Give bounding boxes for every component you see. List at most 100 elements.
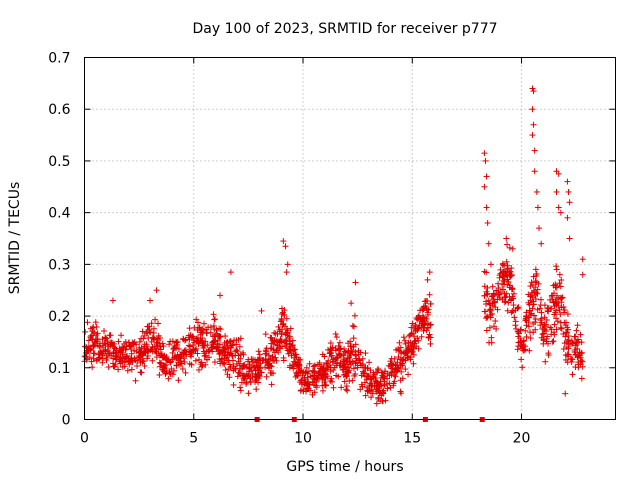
data-point [112, 361, 119, 368]
data-point [336, 351, 343, 358]
data-point [340, 358, 347, 365]
data-point [405, 339, 412, 346]
data-point [90, 323, 97, 330]
data-point [201, 353, 208, 360]
data-point [143, 343, 150, 350]
data-point [137, 359, 144, 366]
data-point [305, 385, 312, 392]
x-tick-label: 15 [403, 431, 421, 447]
data-point [109, 297, 116, 304]
data-point [216, 350, 223, 357]
data-point [290, 365, 297, 372]
data-point [502, 269, 509, 276]
data-point [271, 329, 278, 336]
data-point [540, 330, 547, 337]
data-point [553, 188, 560, 195]
data-point [111, 344, 118, 351]
data-point [141, 362, 148, 369]
data-point [347, 361, 354, 368]
data-point [549, 338, 556, 345]
data-point [354, 362, 361, 369]
data-point [115, 338, 122, 345]
data-point [399, 375, 406, 382]
data-point [519, 364, 526, 371]
data-point [525, 323, 532, 330]
data-point [311, 389, 318, 396]
data-point [532, 326, 539, 333]
data-point [350, 335, 357, 342]
data-point [229, 352, 236, 359]
data-point [504, 276, 511, 283]
data-point [187, 343, 194, 350]
x-tick-labels: 0 5 10 15 20 [80, 431, 530, 447]
data-point [254, 363, 261, 370]
data-point [522, 346, 529, 353]
data-point [398, 390, 405, 397]
data-point [237, 370, 244, 377]
data-point [282, 342, 289, 349]
data-point [374, 365, 381, 372]
y-tick-label: 0.1 [48, 361, 70, 377]
data-point [408, 324, 415, 331]
data-point [504, 241, 511, 248]
data-point [282, 331, 289, 338]
data-point [534, 306, 541, 313]
data-point [196, 356, 203, 363]
data-point [271, 349, 278, 356]
data-point [496, 294, 503, 301]
data-point [279, 321, 286, 328]
data-point [501, 262, 508, 269]
data-point [485, 297, 492, 304]
data-point [533, 188, 540, 195]
data-point [136, 338, 143, 345]
data-point [573, 327, 580, 334]
data-point [211, 359, 218, 366]
data-point [400, 334, 407, 341]
data-point [343, 386, 350, 393]
data-point [515, 343, 522, 350]
data-point [252, 367, 259, 374]
data-point [518, 341, 525, 348]
data-point [529, 106, 536, 113]
data-point [103, 352, 110, 359]
data-point [159, 340, 166, 347]
data-point [218, 356, 225, 363]
data-point [495, 290, 502, 297]
data-point [337, 345, 344, 352]
data-point [277, 336, 284, 343]
data-point [571, 333, 578, 340]
data-point [531, 289, 538, 296]
data-point [567, 355, 574, 362]
data-point [392, 373, 399, 380]
data-point [300, 386, 307, 393]
data-point [411, 325, 418, 332]
data-point [562, 356, 569, 363]
data-point [423, 298, 430, 305]
data-point [97, 340, 104, 347]
y-axis-title: SRMTID / TECUs [7, 182, 23, 295]
data-point [224, 357, 231, 364]
data-point [346, 367, 353, 374]
data-point [483, 204, 490, 211]
data-point [359, 361, 366, 368]
data-point [265, 352, 272, 359]
data-point [157, 360, 164, 367]
data-point [253, 359, 260, 366]
data-point [345, 340, 352, 347]
data-point [509, 245, 516, 252]
data-point [564, 351, 571, 358]
data-point [171, 342, 178, 349]
data-point [145, 335, 152, 342]
data-point [279, 309, 286, 316]
data-point [351, 312, 358, 319]
data-point [387, 363, 394, 370]
data-point [119, 343, 126, 350]
data-point [195, 366, 202, 373]
data-point [290, 350, 297, 357]
data-point [388, 371, 395, 378]
data-point [508, 265, 515, 272]
data-point [325, 357, 332, 364]
data-point [483, 288, 490, 295]
data-point [273, 357, 280, 364]
data-point [259, 357, 266, 364]
